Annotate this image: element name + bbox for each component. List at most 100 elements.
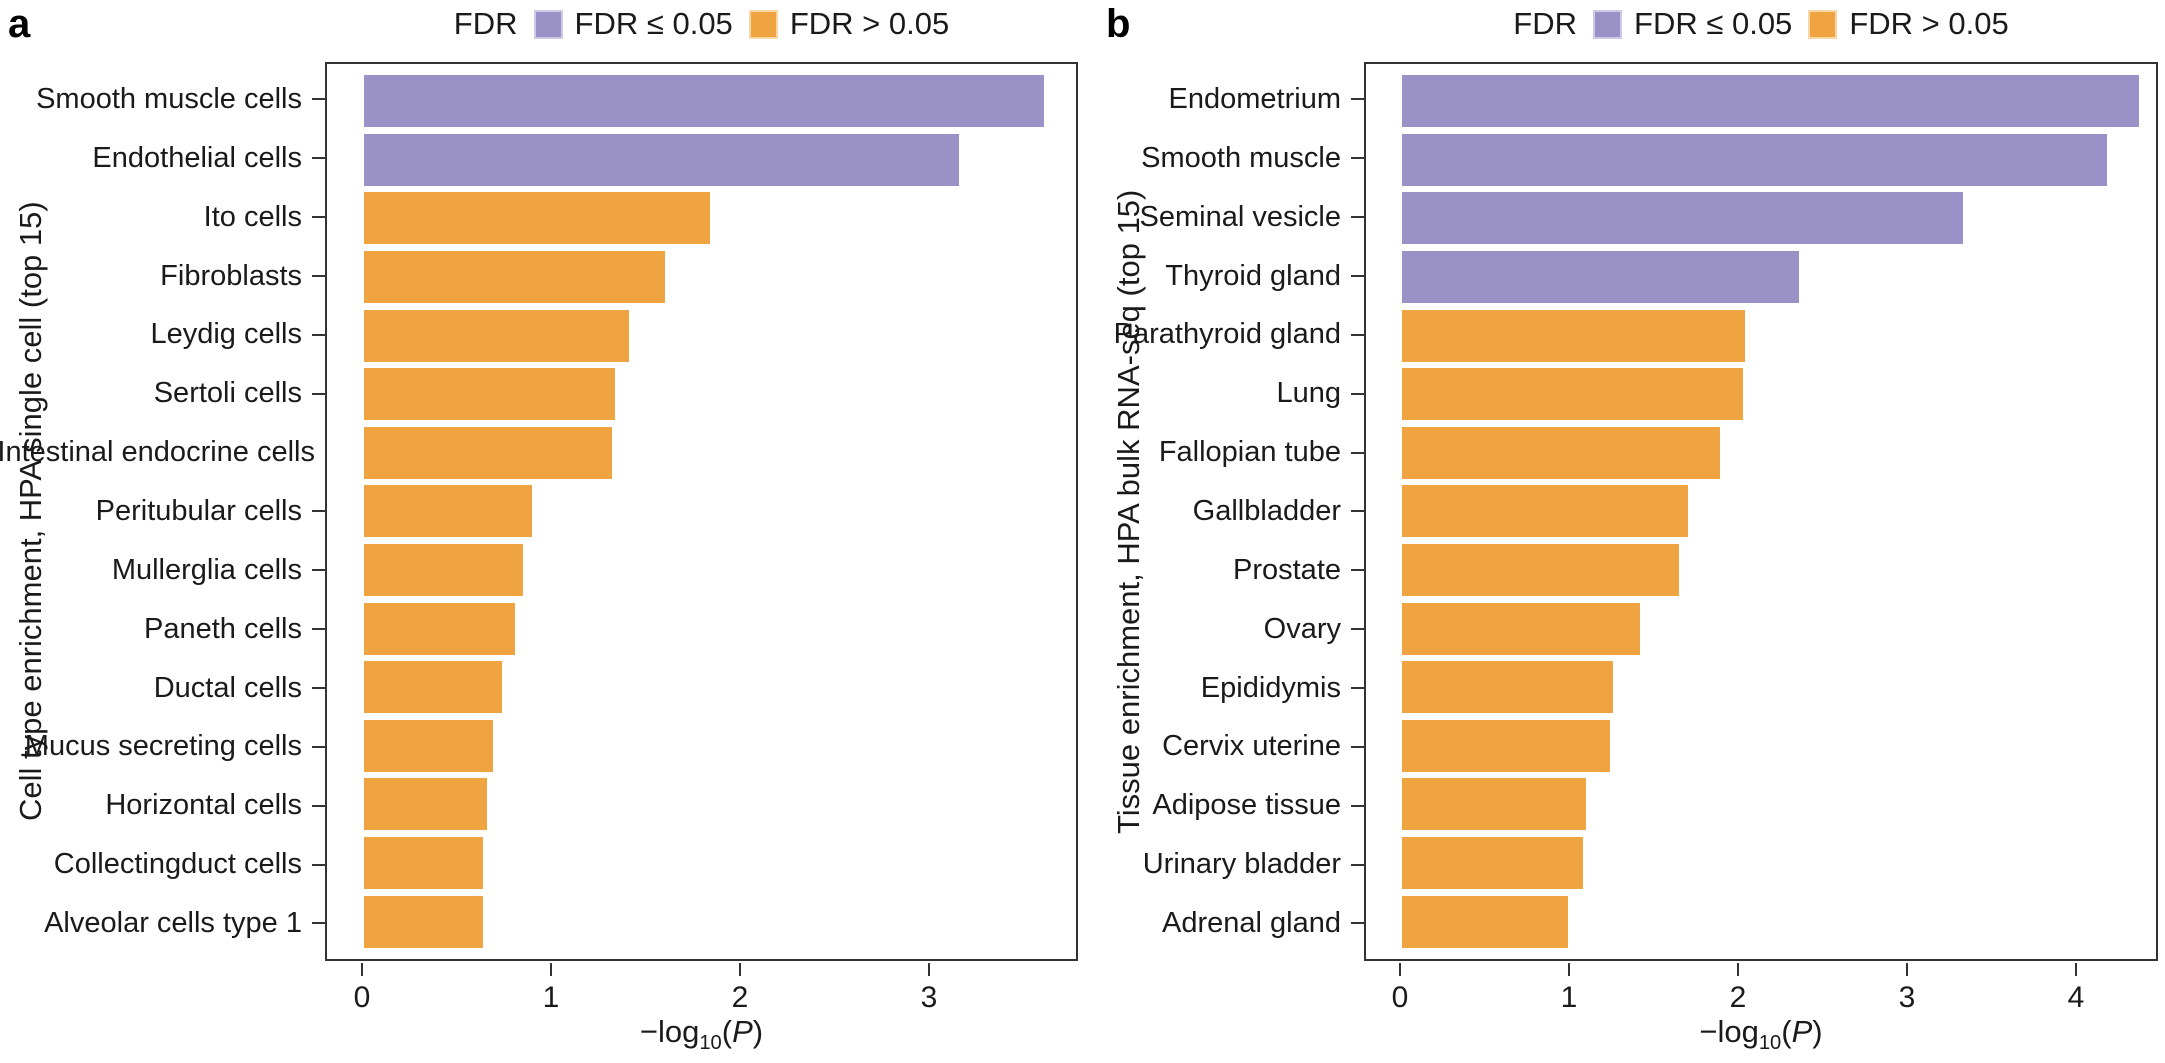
legend-swatch-significant (1593, 9, 1623, 39)
bar-mullerglia-cells (364, 544, 523, 597)
legend-label-significant: FDR ≤ 0.05 (1634, 6, 1793, 41)
x-tick-label: 2 (1729, 981, 1747, 1014)
bar-adrenal-gland (1402, 895, 1568, 948)
category-label: Parathyroid gland (1113, 318, 1341, 351)
bar-seminal-vesicle (1402, 192, 1964, 245)
x-tick-label: 1 (1560, 981, 1578, 1014)
category-label: Smooth muscle (1141, 141, 1341, 174)
y-tick-mark (1351, 333, 1364, 336)
y-tick-mark (1351, 451, 1364, 454)
bar-row (1366, 834, 2156, 893)
category-label-row: Adipose tissue (1082, 776, 1364, 835)
x-axis-title-open-paren: ( (1781, 1014, 1792, 1049)
category-label: Gallbladder (1192, 494, 1341, 527)
y-tick-mark (1351, 275, 1364, 277)
category-label: Epididymis (1200, 671, 1341, 704)
x-tick-mark (1737, 963, 1739, 976)
legend-item-significant: FDR ≤ 0.05 (1593, 6, 1792, 42)
y-tick-mark (1351, 157, 1364, 160)
bar-collectingduct-cells (364, 837, 484, 890)
x-tick-mark (2075, 963, 2077, 976)
x-tick-label: 3 (920, 981, 938, 1014)
y-tick-mark (312, 510, 325, 513)
bar-ovary (1402, 602, 1641, 655)
bar-leydig-cells (364, 309, 629, 362)
y-tick-mark (1351, 628, 1364, 631)
plot-area (1364, 62, 2158, 961)
category-label: Ito cells (203, 200, 302, 233)
bar-row (327, 189, 1076, 248)
category-label: Adipose tissue (1152, 789, 1341, 822)
y-tick-mark (312, 392, 325, 395)
bar-row (1366, 892, 2156, 951)
bar-smooth-muscle (1402, 133, 2107, 186)
category-label-row: Paneth cells (0, 600, 325, 659)
bar-sertoli-cells (364, 368, 616, 421)
category-label: Thyroid gland (1165, 259, 1341, 292)
category-label-row: Prostate (1082, 541, 1364, 600)
category-label: Leydig cells (150, 318, 302, 351)
category-label: Prostate (1233, 553, 1341, 586)
bar-row (327, 658, 1076, 717)
category-label-row: Fallopian tube (1082, 423, 1364, 482)
category-label: Endothelial cells (92, 141, 302, 174)
legend-title: FDR (453, 6, 518, 41)
x-tick-mark (1906, 963, 1908, 976)
category-label-row: Endometrium (1082, 70, 1364, 129)
bar-row (1366, 599, 2156, 658)
category-label-row: Seminal vesicle (1082, 188, 1364, 247)
y-tick-mark (312, 863, 325, 866)
y-tick-mark (1351, 216, 1364, 219)
y-tick-mark (312, 98, 325, 101)
x-axis-title: −log10(P) (325, 1014, 1078, 1055)
x-tick-mark (739, 963, 741, 976)
bar-thyroid-gland (1402, 251, 1800, 304)
category-label-row: Collectingduct cells (0, 835, 325, 894)
legend-swatch-nonsignificant (748, 9, 778, 39)
category-label: Fibroblasts (160, 259, 302, 292)
y-tick-mark (1351, 510, 1364, 513)
category-label: Ovary (1263, 612, 1341, 645)
bar-row (327, 775, 1076, 834)
bar-gallbladder (1402, 485, 1688, 538)
category-label-row: Endothelial cells (0, 129, 325, 188)
bar-cervix-uterine (1402, 719, 1610, 772)
y-axis-category-labels: Smooth muscle cells Endothelial cells Ito … (0, 62, 325, 961)
legend-label-nonsignificant: FDR > 0.05 (1849, 6, 2009, 41)
category-label: Alveolar cells type 1 (44, 906, 302, 939)
bar-ito-cells (364, 192, 710, 245)
category-label-row: Smooth muscle cells (0, 70, 325, 129)
bar-row (327, 72, 1076, 131)
y-axis-category-labels: Endometrium Smooth muscle Seminal vesicle T… (1082, 62, 1364, 961)
category-label-row: Urinary bladder (1082, 835, 1364, 894)
category-label-row: Adrenal gland (1082, 894, 1364, 953)
y-tick-mark (1351, 804, 1364, 807)
bar-parathyroid-gland (1402, 309, 1746, 362)
x-tick-label: 0 (1391, 981, 1409, 1014)
panel-a: a FDR FDR ≤ 0.05 FDR > 0.05 Cell type en… (0, 0, 1082, 1063)
x-axis-ticks: 0 1 2 3 (325, 963, 1078, 1018)
bar-row (1366, 541, 2156, 600)
panel-b: b FDR FDR ≤ 0.05 FDR > 0.05 Tissue enric… (1082, 0, 2165, 1063)
legend-swatch-significant (533, 9, 563, 39)
category-label: Ductal cells (153, 671, 302, 704)
x-tick-mark (1568, 963, 1570, 976)
y-tick-mark (1351, 922, 1364, 925)
legend-label-significant: FDR ≤ 0.05 (574, 6, 733, 41)
x-axis-title: −log10(P) (1364, 1014, 2158, 1055)
category-label: Fallopian tube (1158, 436, 1341, 469)
category-label-row: Horizontal cells (0, 776, 325, 835)
x-tick-label: 0 (353, 981, 371, 1014)
category-label: Endometrium (1168, 82, 1341, 115)
category-label-row: Peritubular cells (0, 482, 325, 541)
bar-row (1366, 306, 2156, 365)
category-label-row: Epididymis (1082, 659, 1364, 718)
x-tick-mark (928, 963, 930, 976)
y-tick-mark (312, 628, 325, 631)
x-tick-mark (1399, 963, 1401, 976)
category-label: Lung (1276, 377, 1341, 410)
legend: FDR FDR ≤ 0.05 FDR > 0.05 (325, 6, 1078, 42)
bar-row (1366, 365, 2156, 424)
bar-epididymis (1402, 661, 1614, 714)
